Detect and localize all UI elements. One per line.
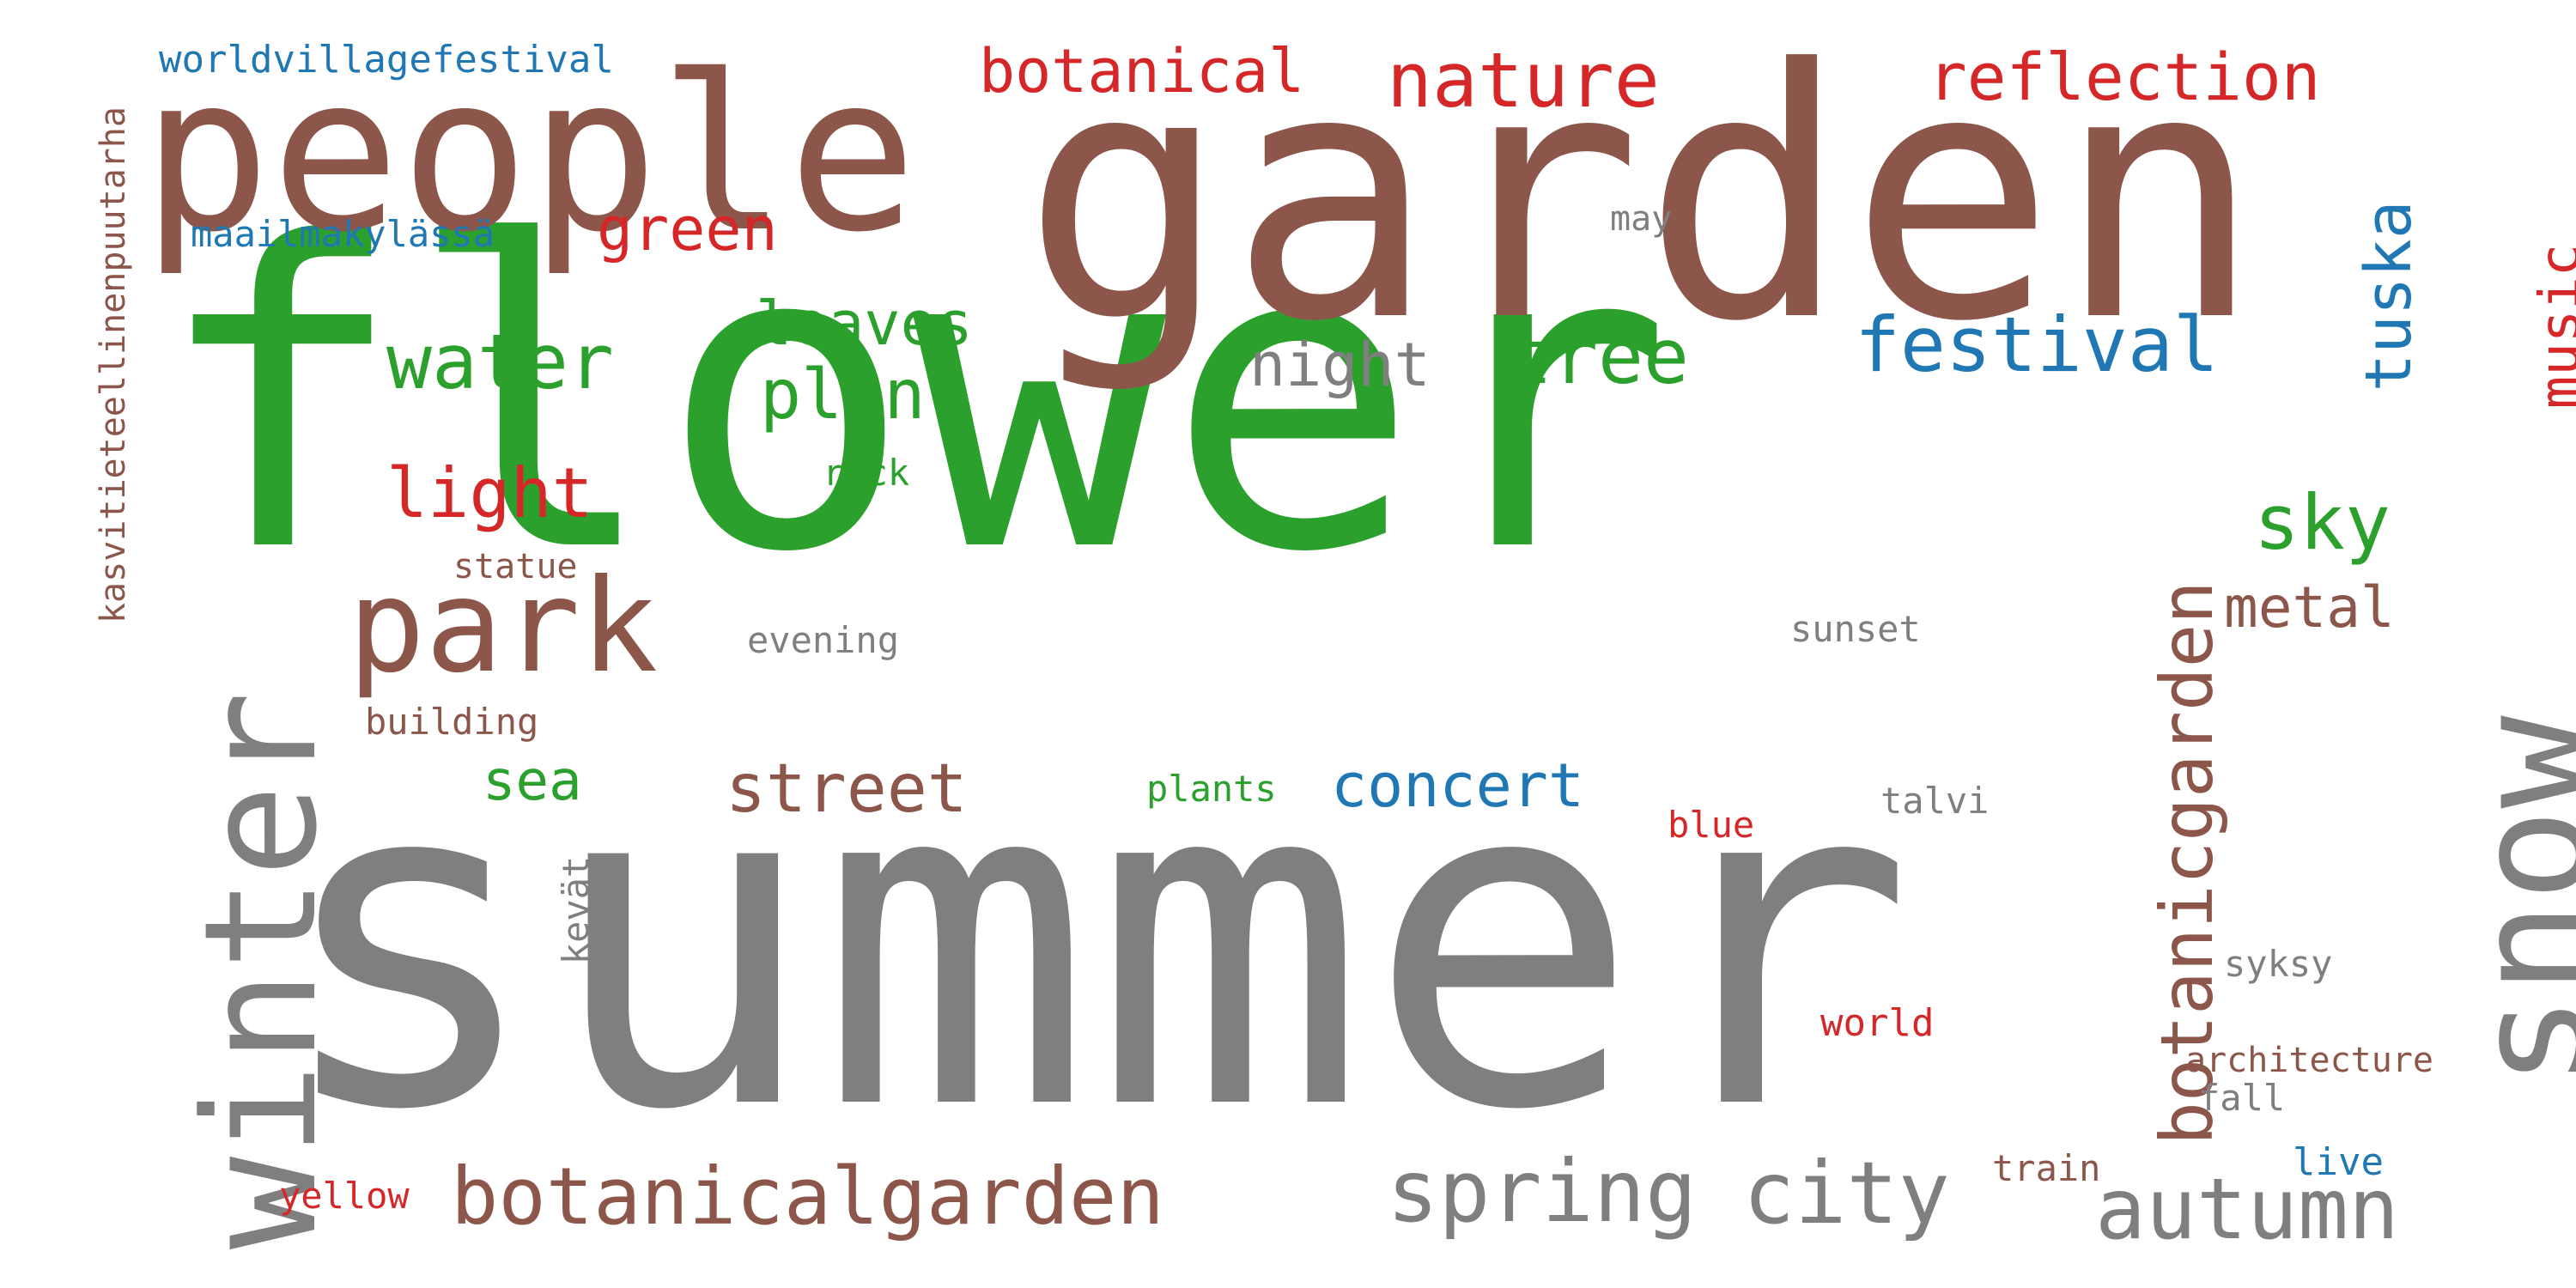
word-botanical: botanical — [979, 41, 1304, 101]
word-blue: blue — [1668, 807, 1754, 843]
word-statue: statue — [453, 550, 578, 584]
word-kevat: kevät — [558, 856, 594, 964]
word-reflection: reflection — [1928, 45, 2321, 110]
word-water: water — [386, 325, 614, 400]
word-city: city — [1743, 1151, 1950, 1236]
word-concert: concert — [1331, 756, 1584, 816]
word-tuska: tuska — [2357, 201, 2421, 392]
word-plant: plant — [760, 361, 967, 429]
word-green: green — [597, 199, 778, 259]
word-talvi: talvi — [1880, 783, 1989, 819]
word-street: street — [726, 756, 968, 823]
word-botanicalgarden: botanicalgarden — [451, 1157, 1164, 1236]
word-rock: rock — [823, 455, 909, 491]
word-night: night — [1249, 335, 1431, 395]
word-fall: fall — [2198, 1080, 2285, 1116]
word-music: music — [2533, 244, 2576, 410]
word-world: world — [1820, 1005, 1934, 1042]
word-building: building — [365, 704, 538, 740]
word-festival: festival — [1855, 307, 2219, 383]
word-syksy: syksy — [2224, 946, 2332, 982]
word-plants: plants — [1146, 771, 1277, 807]
word-sea: sea — [483, 754, 582, 809]
word-worldvillagefestival: worldvillagefestival — [159, 41, 614, 79]
word-light: light — [386, 459, 593, 528]
word-train: train — [1992, 1151, 2100, 1187]
word-sunset: sunset — [1790, 611, 1921, 647]
word-may: may — [1610, 202, 1672, 236]
word-live: live — [2293, 1144, 2384, 1182]
word-winter: winter — [185, 691, 339, 1249]
word-tree: tree — [1507, 319, 1689, 395]
word-architecture: architecture — [2185, 1043, 2433, 1078]
word-sky: sky — [2254, 485, 2391, 561]
word-yellow: yellow — [279, 1178, 410, 1214]
word-nature: nature — [1387, 43, 1660, 118]
word-spring: spring — [1387, 1149, 1697, 1235]
word-leaves: leaves — [756, 294, 973, 354]
word-kasvitieteellinenpuutarha: kasvitieteellinenpuutarha — [96, 106, 131, 623]
word-maailmakylassa: maailmakylässä — [191, 216, 495, 252]
word-snow: snow — [2456, 715, 2576, 1087]
word-metal: metal — [2224, 580, 2395, 636]
word-evening: evening — [747, 623, 899, 659]
